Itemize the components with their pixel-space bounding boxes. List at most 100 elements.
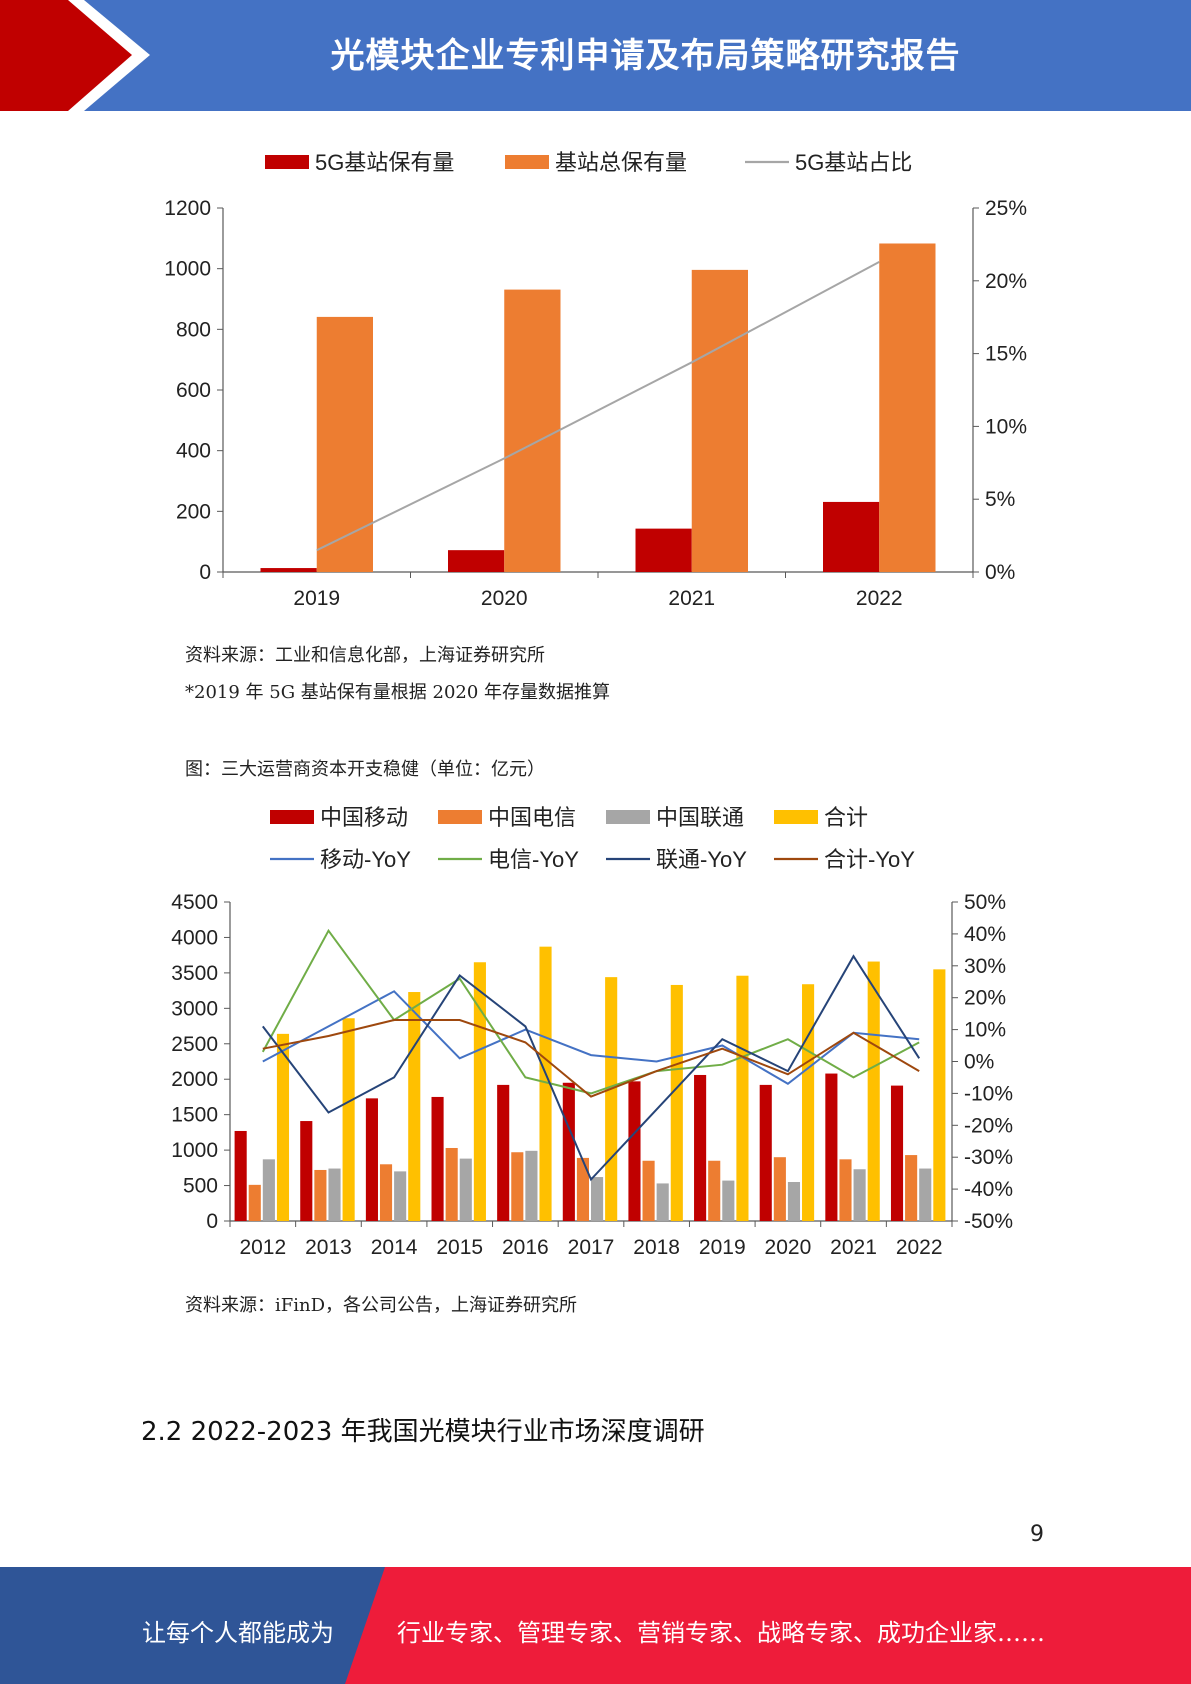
chart1-right-tick-label: 25%	[985, 197, 1027, 220]
chart2-bar-中国移动	[890, 1085, 904, 1221]
chart2-bar-中国移动	[497, 1084, 510, 1221]
chart2-legend-label: 合计	[824, 805, 868, 830]
chart2-legend-swatch	[270, 810, 314, 824]
chart2-bar-中国联通	[459, 1158, 472, 1221]
chart2-right-tick-label: -40%	[964, 1178, 1013, 1201]
chart2-bar-中国移动	[628, 1081, 641, 1221]
chart2-bar-中国移动	[759, 1084, 772, 1221]
chart2-bar-中国联通	[853, 1169, 866, 1221]
chart1-right-tick-label: 20%	[985, 270, 1027, 293]
chart1-bar-5G基站保有量	[635, 528, 692, 572]
chart2-left-tick-label: 4500	[171, 891, 218, 914]
chart1-x-tick-label: 2020	[481, 587, 528, 610]
chart2-left-tick-label: 1000	[171, 1139, 218, 1162]
chart1-left-tick-label: 600	[176, 379, 211, 402]
chart1-legend-swatch	[265, 155, 309, 169]
chart-operator-capex: 0 500 1000 1500 2000 2500 3000 3500 4000 4500 -50%…	[130, 795, 1050, 1269]
page-footer: 让每个人都能成为 行业专家、管理专家、营销专家、战略专家、成功企业家……	[0, 1567, 1191, 1684]
chart2-bar-中国电信	[905, 1155, 918, 1221]
chart2-x-tick-label: 2019	[699, 1236, 746, 1259]
chart2-bar-中国移动	[431, 1096, 444, 1221]
chart2-x-tick-label: 2020	[765, 1236, 812, 1259]
chart-5g-base-stations: 0 200 400 600 800 1000 1200 0% 5% 10% 15% 20% 25% 201…	[130, 140, 1050, 624]
report-title: 光模块企业专利申请及布局策略研究报告	[330, 36, 961, 76]
chart1-legend-label: 基站总保有量	[555, 150, 687, 175]
header-banner	[0, 0, 1191, 111]
chart2-bar-中国联通	[262, 1159, 275, 1221]
chart-operator-capex-svg: 0 500 1000 1500 2000 2500 3000 3500 4000 4500 -50%…	[171, 805, 1013, 1259]
footer-banner	[0, 1567, 1191, 1684]
chart2-legend-label: 移动-YoY	[320, 847, 411, 872]
chart2-bar-合计	[670, 984, 683, 1221]
chart1-left-tick-label: 800	[176, 318, 211, 341]
chart2-bar-中国联通	[787, 1182, 801, 1221]
chart1-left-tick-label: 200	[176, 500, 211, 523]
chart2-legend-swatch	[438, 810, 482, 824]
chart2-line-合计-YoY	[262, 1019, 920, 1098]
chart2-bar-合计	[276, 1033, 290, 1221]
chart1-right-tick-label: 15%	[985, 343, 1027, 366]
chart1-left-tick-label: 400	[176, 440, 211, 463]
chart2-line-电信-YoY	[261, 928, 920, 1095]
chart2-bar-合计	[408, 992, 421, 1221]
chart2-bar-中国联通	[591, 1177, 604, 1221]
chart2-bar-合计	[342, 1018, 355, 1221]
chart1-right-tick-label: 10%	[985, 415, 1027, 438]
chart2-bar-中国电信	[708, 1160, 721, 1221]
chart2-legend-label: 联通-YoY	[656, 847, 747, 872]
chart2-bar-合计	[605, 977, 618, 1221]
chart1-x-tick-label: 2019	[293, 587, 340, 610]
chart2-bar-中国联通	[394, 1171, 407, 1221]
chart2-legend-label: 中国移动	[320, 805, 408, 830]
chart2-x-tick-label: 2013	[305, 1236, 352, 1259]
chart1-legend-label: 5G基站占比	[795, 150, 912, 175]
chart2-left-tick-label: 3500	[171, 962, 218, 985]
chart2-bar-中国移动	[825, 1073, 838, 1221]
chart2-line-移动-YoY	[262, 990, 920, 1086]
chart2-line-联通-YoY	[262, 954, 921, 1182]
chart2-bar-中国移动	[300, 1121, 313, 1221]
chart2-legend-swatch	[606, 810, 650, 824]
chart2-bar-中国移动	[234, 1130, 247, 1221]
chart1-left-tick-label: 1200	[164, 197, 211, 220]
chart1-x-tick-label: 2021	[668, 587, 715, 610]
chart2-right-tick-label: -10%	[964, 1082, 1013, 1105]
section-heading: 2.2 2022-2023 年我国光模块行业市场深度调研	[141, 1417, 705, 1447]
chart1-line-5G基站占比	[316, 261, 880, 552]
chart2-legend-label: 中国联通	[656, 805, 744, 830]
footnote-1: *2019 年 5G 基站保有量根据 2020 年存量数据推算	[185, 682, 611, 703]
chart2-legend-label: 中国电信	[488, 805, 576, 830]
chart2-right-tick-label: -20%	[964, 1114, 1013, 1137]
source-note-1: 资料来源：工业和信息化部，上海证券研究所	[185, 645, 545, 666]
chart2-left-tick-label: 3000	[171, 997, 218, 1020]
chart1-left-tick-label: 0	[199, 561, 211, 584]
chart2-bar-中国联通	[919, 1168, 932, 1221]
chart2-bar-中国联通	[656, 1183, 669, 1221]
chart2-bar-合计	[933, 969, 946, 1221]
chart2-bar-中国电信	[511, 1152, 524, 1221]
chart2-bar-中国电信	[248, 1184, 261, 1221]
chart2-right-tick-label: 30%	[964, 955, 1006, 978]
chart1-left-tick-label: 1000	[164, 258, 211, 281]
chart1-bar-5G基站保有量	[448, 550, 505, 572]
chart2-right-tick-label: -50%	[964, 1210, 1013, 1233]
chart1-bar-基站总保有量	[691, 269, 748, 572]
chart2-bar-中国移动	[365, 1098, 378, 1221]
chart2-left-tick-label: 2500	[171, 1033, 218, 1056]
chart2-bar-中国移动	[562, 1082, 575, 1221]
chart2-x-tick-label: 2012	[239, 1236, 286, 1259]
chart2-bar-中国移动	[694, 1074, 707, 1221]
chart2-bar-中国电信	[576, 1157, 589, 1221]
chart2-bar-中国电信	[773, 1157, 786, 1221]
chart2-x-tick-label: 2021	[830, 1236, 877, 1259]
chart2-legend-label: 合计-YoY	[824, 847, 915, 872]
chart2-right-tick-label: 40%	[964, 923, 1006, 946]
chart2-bar-中国电信	[379, 1164, 393, 1221]
page-number: 9	[1030, 1522, 1044, 1547]
chart1-bar-基站总保有量	[316, 316, 373, 572]
chart2-bar-中国联通	[525, 1150, 538, 1221]
chart2-left-tick-label: 500	[183, 1175, 218, 1198]
chart2-legend-label: 电信-YoY	[488, 847, 579, 872]
chart1-x-tick-label: 2022	[856, 587, 903, 610]
chart2-bar-中国联通	[722, 1180, 735, 1221]
